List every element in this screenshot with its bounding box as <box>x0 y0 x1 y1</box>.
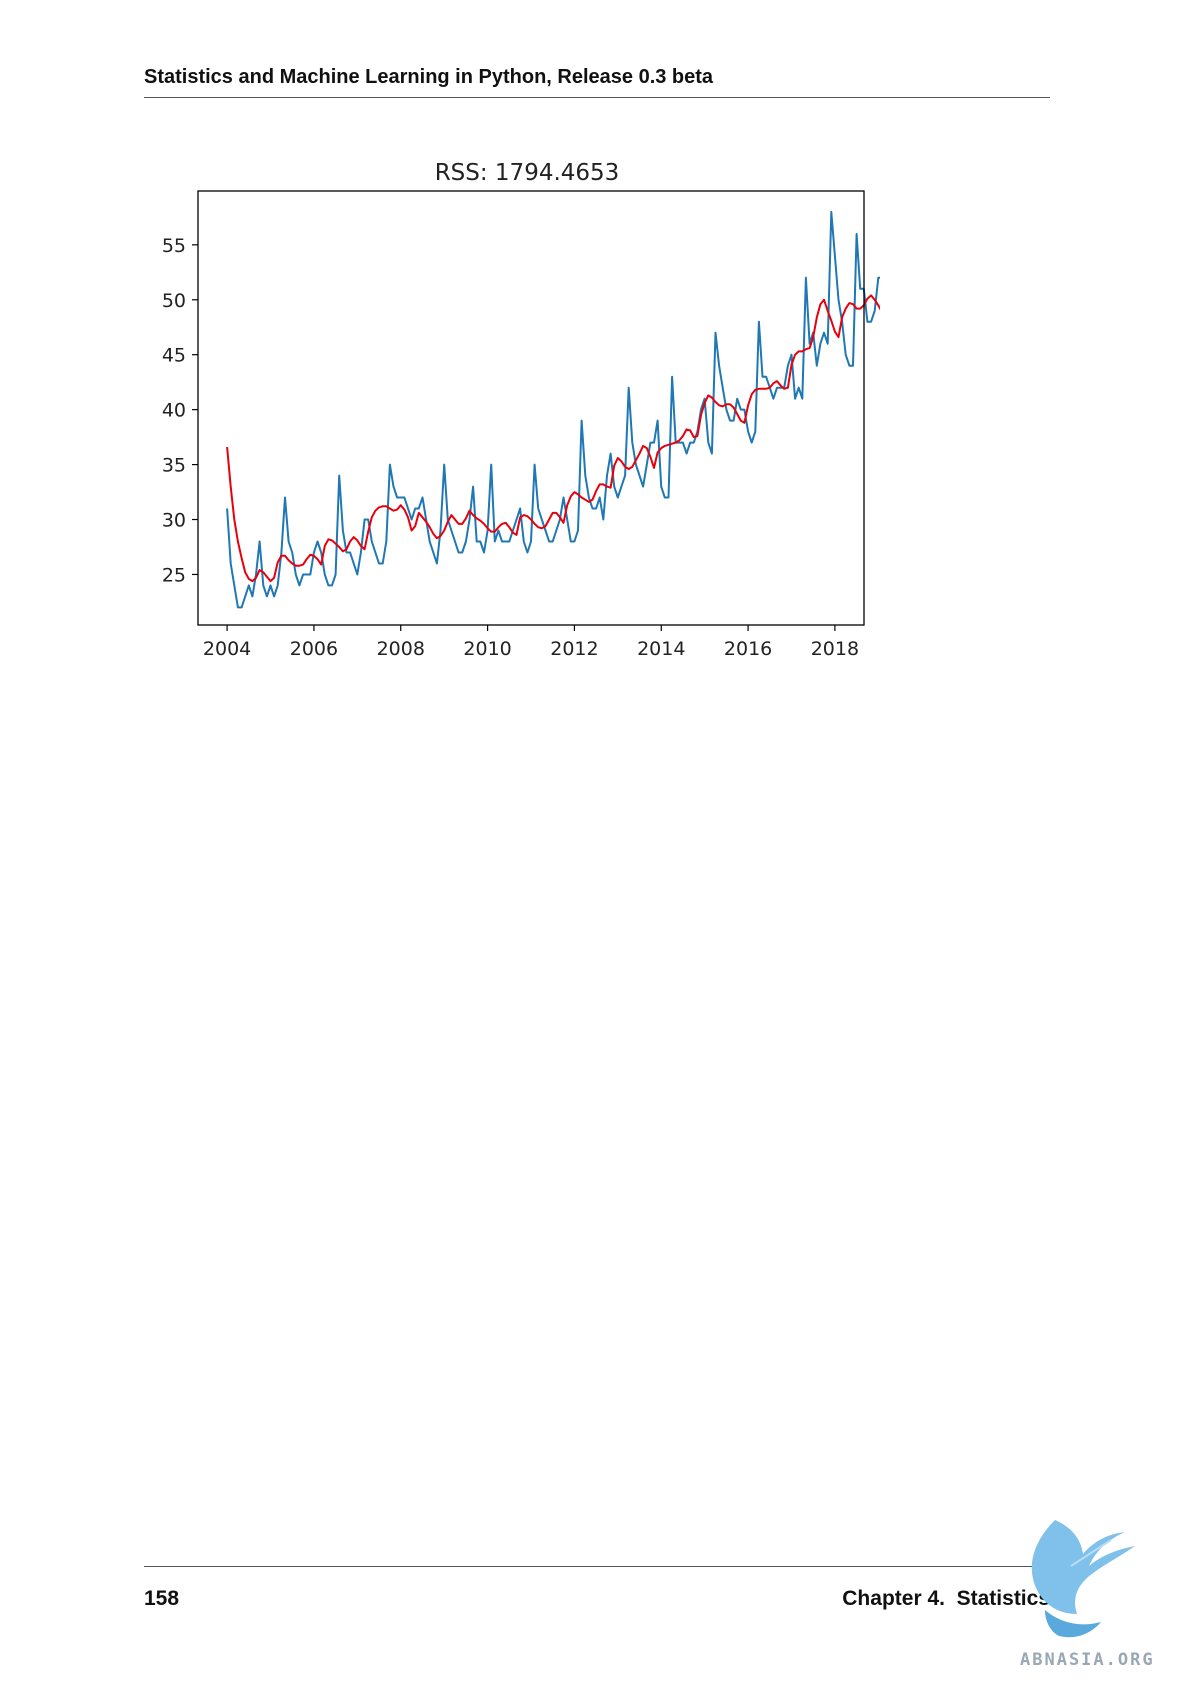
observed-series-line <box>226 210 901 609</box>
smoothed-series-line <box>226 294 887 583</box>
x-tick-label-2010: 2010 <box>463 638 511 660</box>
plot-frame <box>197 190 865 626</box>
x-tick-label-2016: 2016 <box>724 638 772 660</box>
y-tick-label-25: 25 <box>162 564 186 586</box>
running-header: Statistics and Machine Learning in Pytho… <box>144 66 714 88</box>
x-tick-label-2012: 2012 <box>550 638 598 660</box>
chapter-label: Chapter 4. Statistics <box>842 1587 1050 1610</box>
footer-rule <box>144 1566 1050 1567</box>
chart-title: RSS: 1794.4653 <box>435 160 620 186</box>
y-tick-label-40: 40 <box>162 400 186 422</box>
y-tick-label-35: 35 <box>162 455 186 477</box>
plot-area <box>226 210 901 609</box>
griffin-logo-icon <box>1031 1520 1135 1638</box>
x-tick-label-2018: 2018 <box>811 638 859 660</box>
figure: RSS: 1794.4653 2004 2006 2008 2010 2012 2014 2… <box>140 150 901 674</box>
x-axis: 2004 2006 2008 2010 2012 2014 2016 2018 <box>203 625 859 660</box>
header-rule <box>144 97 1050 98</box>
y-tick-label-45: 45 <box>162 345 186 367</box>
rss-chart: RSS: 1794.4653 2004 2006 2008 2010 2012 2014 2… <box>162 160 901 660</box>
y-tick-label-50: 50 <box>162 290 186 312</box>
y-tick-label-30: 30 <box>162 510 186 532</box>
x-tick-label-2008: 2008 <box>377 638 425 660</box>
x-tick-label-2006: 2006 <box>290 638 338 660</box>
watermark-text: ABNASIA.ORG <box>1020 1650 1155 1670</box>
y-tick-label-55: 55 <box>162 235 186 257</box>
y-axis: 25 30 35 40 45 50 55 <box>162 235 198 586</box>
page-number: 158 <box>144 1587 180 1610</box>
x-tick-label-2014: 2014 <box>637 638 685 660</box>
x-tick-label-2004: 2004 <box>203 638 251 660</box>
